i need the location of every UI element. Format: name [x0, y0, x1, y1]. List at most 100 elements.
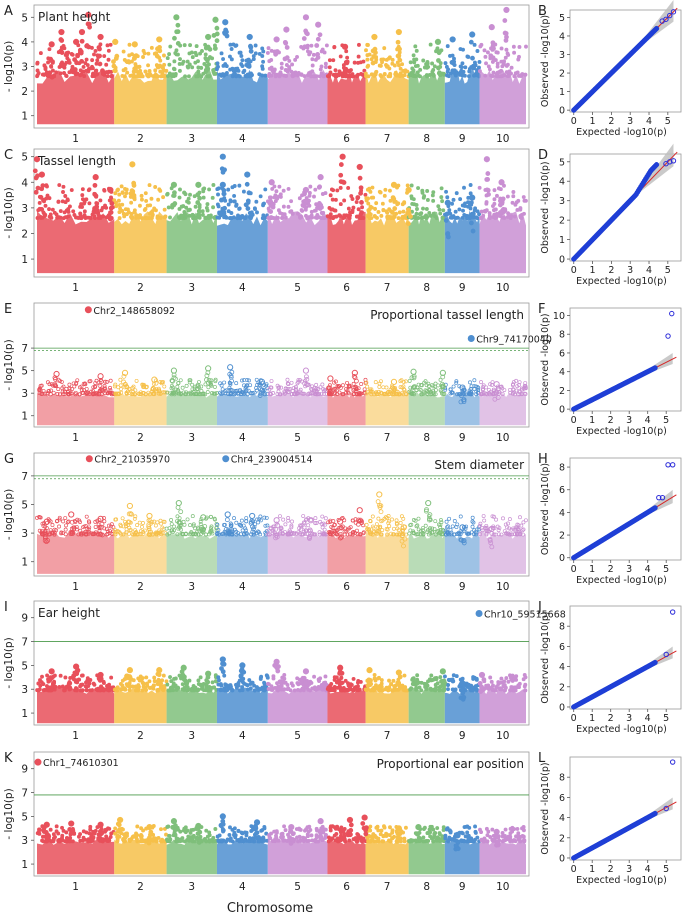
- peak-snp-point: [196, 182, 201, 187]
- snp-point: [434, 520, 437, 523]
- snp-point: [382, 386, 385, 389]
- snp-point: [445, 212, 449, 216]
- snp-point: [386, 688, 389, 691]
- snp-point: [443, 675, 446, 678]
- snp-point: [184, 831, 187, 834]
- snp-point: [378, 385, 381, 388]
- peak-snp-point: [245, 172, 250, 177]
- snp-point: [430, 62, 433, 65]
- snp-point: [273, 50, 277, 54]
- snp-point: [499, 681, 502, 684]
- snp-point: [524, 689, 527, 692]
- snp-point: [471, 212, 475, 216]
- snp-point: [51, 208, 54, 211]
- snp-point: [338, 214, 341, 217]
- snp-point: [426, 75, 429, 78]
- snp-point: [225, 518, 229, 522]
- snp-point: [365, 523, 368, 526]
- snp-point: [487, 65, 490, 68]
- snp-point: [107, 58, 110, 61]
- snp-point: [372, 54, 376, 58]
- snp-point: [79, 689, 82, 692]
- snp-point: [93, 217, 96, 220]
- snp-point: [416, 524, 419, 527]
- panel-letter: A: [4, 4, 13, 19]
- snp-point: [516, 71, 519, 74]
- snp-point: [432, 199, 435, 202]
- snp-point: [139, 675, 142, 678]
- snp-point: [197, 679, 200, 682]
- chromosome-9-density: [445, 531, 480, 574]
- snp-point: [204, 839, 207, 842]
- snp-point: [322, 75, 325, 78]
- snp-point: [225, 73, 228, 76]
- snp-point: [439, 518, 442, 521]
- snp-point: [170, 687, 173, 690]
- snp-point: [453, 519, 456, 522]
- snp-point: [518, 45, 521, 48]
- snp-point: [237, 829, 240, 832]
- y-tick-label: 3: [21, 528, 28, 540]
- snp-points: [36, 814, 526, 874]
- snp-point: [432, 74, 435, 77]
- snp-point: [296, 74, 299, 77]
- snp-point: [124, 688, 127, 691]
- snp-point: [64, 516, 67, 519]
- y-axis-label: - log10(p): [3, 41, 15, 92]
- snp-point: [221, 662, 225, 666]
- panel-title: Tassel length: [37, 154, 116, 168]
- snp-point: [330, 682, 333, 685]
- snp-point: [483, 519, 486, 522]
- snp-point: [50, 688, 53, 691]
- chromosome-1-density: [37, 687, 114, 723]
- snp-point: [125, 832, 128, 835]
- chromosome-tick-label: 7: [384, 432, 391, 444]
- snp-point: [416, 674, 419, 677]
- peak-snp-point: [367, 668, 372, 673]
- chromosome-tick-label: 9: [459, 881, 466, 893]
- chromosome-tick-label: 2: [137, 432, 144, 444]
- snp-point: [355, 75, 358, 78]
- snp-point: [446, 45, 449, 48]
- snp-point: [334, 73, 337, 76]
- snp-point: [113, 69, 117, 73]
- snp-point: [290, 63, 293, 66]
- snp-point: [137, 215, 140, 218]
- snp-point: [70, 188, 73, 191]
- snp-point: [221, 72, 224, 75]
- snp-point: [49, 57, 53, 61]
- snp-point: [49, 828, 52, 831]
- snp-point: [479, 690, 483, 694]
- snp-point: [291, 684, 294, 687]
- chromosome-3-density: [167, 688, 217, 723]
- snp-point: [130, 201, 133, 204]
- snp-point: [40, 187, 44, 191]
- snp-point: [125, 191, 128, 194]
- snp-point: [169, 838, 172, 841]
- panel-letter: E: [4, 302, 12, 317]
- chromosome-tick-label: 9: [459, 432, 466, 444]
- snp-point: [45, 685, 48, 688]
- snp-point: [183, 44, 186, 47]
- peak-snp-point: [303, 15, 308, 20]
- snp-point: [120, 185, 123, 188]
- peak-snp-point: [269, 180, 274, 185]
- snp-point: [45, 185, 48, 188]
- snp-point: [285, 74, 288, 77]
- snp-point: [459, 71, 462, 74]
- chromosome-tick-label: 6: [343, 881, 350, 893]
- snp-point: [194, 205, 197, 208]
- snp-point: [365, 196, 368, 199]
- snp-point: [314, 188, 317, 191]
- snp-point: [255, 211, 258, 214]
- chromosome-tick-label: 4: [239, 133, 246, 145]
- snp-point: [311, 70, 314, 73]
- chromosome-6-density: [327, 392, 365, 426]
- snp-point: [188, 679, 191, 682]
- snp-point: [321, 48, 324, 51]
- snp-point: [310, 44, 313, 47]
- chromosome-tick-label: 9: [459, 581, 466, 593]
- snp-point: [260, 829, 263, 832]
- snp-point: [339, 163, 343, 167]
- snp-point: [73, 58, 77, 62]
